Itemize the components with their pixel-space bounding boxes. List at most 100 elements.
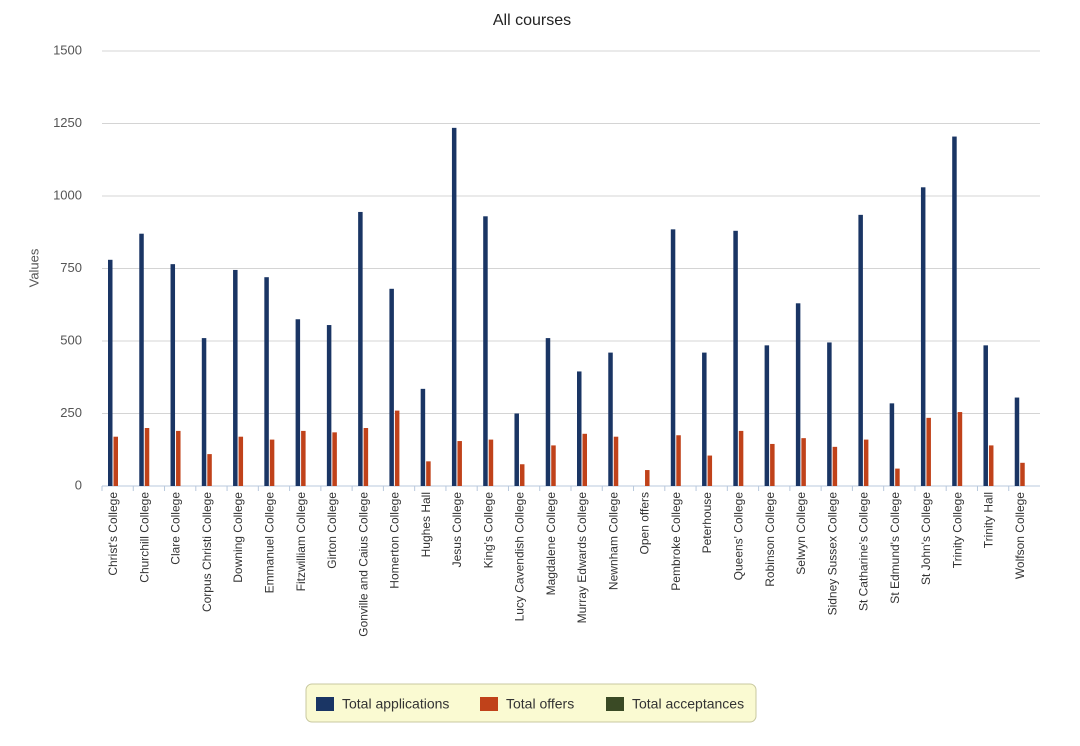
bar bbox=[332, 432, 337, 486]
x-tick-label: Churchill College bbox=[137, 492, 151, 583]
x-tick-label: Queens' College bbox=[732, 492, 746, 581]
x-tick-label: Girton College bbox=[325, 492, 339, 569]
bar bbox=[988, 445, 994, 486]
x-tick-label: Newnham College bbox=[606, 492, 620, 590]
bar bbox=[858, 214, 863, 486]
x-tick-label: Peterhouse bbox=[700, 492, 714, 554]
bar bbox=[144, 428, 150, 486]
bar bbox=[952, 136, 957, 487]
bar bbox=[457, 441, 462, 486]
y-axis-label: Values bbox=[26, 248, 41, 287]
bar bbox=[764, 345, 770, 486]
x-tick-label: Hughes Hall bbox=[419, 492, 433, 557]
bar bbox=[889, 403, 895, 486]
y-tick-label: 250 bbox=[60, 405, 82, 420]
x-tick-label: Fitzwilliam College bbox=[294, 492, 308, 592]
bar bbox=[545, 338, 551, 486]
y-tick-label: 750 bbox=[60, 260, 82, 275]
y-tick-label: 1500 bbox=[53, 42, 82, 57]
bar bbox=[201, 338, 207, 486]
bar bbox=[451, 127, 457, 486]
bar bbox=[920, 187, 926, 487]
bar bbox=[827, 342, 832, 486]
bar bbox=[733, 230, 738, 486]
x-tick-label: Gonville and Caius College bbox=[356, 492, 370, 637]
x-tick-label: Wolfson College bbox=[1013, 492, 1027, 579]
bar bbox=[1014, 397, 1020, 486]
x-tick-label: Murray Edwards College bbox=[575, 492, 589, 624]
x-tick-label: Selwyn College bbox=[794, 492, 808, 575]
bar bbox=[795, 303, 801, 486]
bar bbox=[738, 430, 744, 486]
legend-label: Total offers bbox=[506, 696, 574, 712]
bar bbox=[519, 464, 525, 486]
bar bbox=[582, 433, 587, 486]
y-tick-label: 0 bbox=[75, 477, 82, 492]
bar bbox=[269, 439, 275, 486]
x-tick-label: Homerton College bbox=[388, 492, 402, 589]
x-tick-label: Pembroke College bbox=[669, 492, 683, 591]
bar bbox=[363, 428, 369, 486]
bar bbox=[108, 259, 113, 486]
bar bbox=[1020, 462, 1025, 486]
bar bbox=[394, 410, 400, 486]
x-tick-label: Christ's College bbox=[106, 492, 120, 576]
bar bbox=[577, 371, 582, 486]
bar bbox=[420, 388, 426, 486]
bar bbox=[176, 430, 181, 486]
bar bbox=[233, 269, 238, 486]
legend-swatch bbox=[606, 697, 624, 711]
bar bbox=[551, 445, 556, 486]
bar bbox=[926, 417, 931, 486]
x-tick-label: Open offers bbox=[638, 492, 652, 554]
y-tick-label: 500 bbox=[60, 332, 82, 347]
x-tick-label: Clare College bbox=[169, 492, 183, 565]
bar bbox=[358, 211, 363, 486]
bar bbox=[488, 439, 494, 486]
x-tick-label: King's College bbox=[481, 492, 495, 569]
y-tick-label: 1000 bbox=[53, 187, 82, 202]
bar bbox=[983, 345, 988, 486]
bar bbox=[863, 439, 869, 486]
x-tick-label: Trinity College bbox=[950, 492, 964, 569]
bar bbox=[170, 264, 176, 486]
bar bbox=[702, 352, 707, 486]
bar bbox=[264, 277, 269, 486]
x-tick-label: Magdalene College bbox=[544, 492, 558, 596]
x-tick-label: St Catharine's College bbox=[857, 492, 871, 611]
x-tick-label: St Edmund's College bbox=[888, 492, 902, 604]
bar bbox=[139, 233, 144, 486]
legend-label: Total applications bbox=[342, 696, 449, 712]
bar bbox=[801, 438, 806, 486]
x-tick-label: Trinity Hall bbox=[982, 492, 996, 548]
bar bbox=[389, 288, 394, 486]
bar bbox=[426, 461, 431, 486]
y-tick-label: 1250 bbox=[53, 115, 82, 130]
bar bbox=[326, 325, 332, 486]
bar bbox=[670, 229, 676, 486]
x-tick-label: Robinson College bbox=[763, 492, 777, 587]
x-tick-label: Downing College bbox=[231, 492, 245, 583]
bar bbox=[707, 455, 713, 486]
bar bbox=[238, 436, 244, 486]
bar bbox=[613, 436, 619, 486]
bar bbox=[207, 454, 212, 486]
bar bbox=[895, 468, 900, 486]
legend-swatch bbox=[316, 697, 334, 711]
legend-label: Total acceptances bbox=[632, 696, 744, 712]
bar bbox=[113, 436, 118, 486]
bar bbox=[295, 319, 301, 486]
x-tick-label: Sidney Sussex College bbox=[825, 492, 839, 616]
bar bbox=[957, 412, 963, 486]
x-tick-label: Lucy Cavendish College bbox=[513, 492, 527, 622]
x-tick-label: St John's College bbox=[919, 492, 933, 585]
bar bbox=[483, 216, 488, 487]
chart-title: All courses bbox=[493, 12, 571, 29]
legend-swatch bbox=[480, 697, 498, 711]
bar bbox=[645, 470, 650, 486]
x-tick-label: Emmanuel College bbox=[263, 492, 277, 594]
bar bbox=[514, 413, 519, 486]
bar bbox=[832, 446, 838, 486]
bar bbox=[770, 443, 775, 486]
